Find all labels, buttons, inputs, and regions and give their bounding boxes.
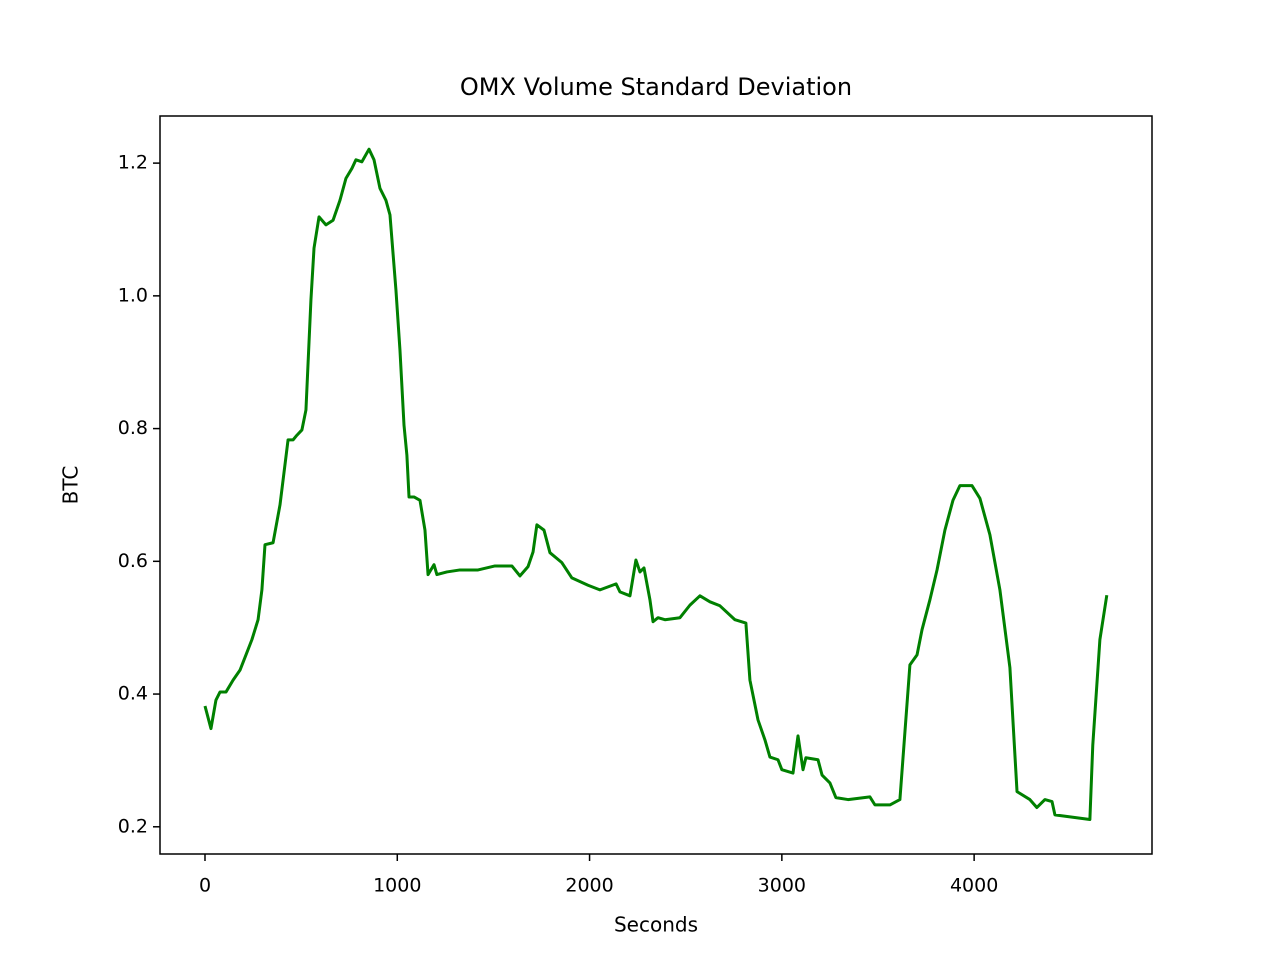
x-axis-label: Seconds	[614, 913, 698, 937]
y-tick-label: 0.2	[118, 815, 148, 837]
y-tick-label: 0.8	[118, 417, 148, 439]
y-tick-label: 1.2	[118, 152, 148, 174]
chart-title: OMX Volume Standard Deviation	[460, 73, 852, 101]
y-tick-label: 1.0	[118, 284, 148, 306]
x-tick-label: 1000	[373, 875, 421, 897]
y-tick-label: 0.6	[118, 550, 148, 572]
data-line	[203, 147, 1109, 821]
y-axis-label: BTC	[59, 466, 83, 505]
y-tick-label: 0.4	[118, 683, 148, 705]
x-tick-label: 4000	[950, 875, 998, 897]
x-tick-label: 3000	[758, 875, 806, 897]
plot-frame	[159, 115, 1153, 855]
x-tick-label: 0	[199, 875, 211, 897]
x-tick-label: 2000	[565, 875, 613, 897]
